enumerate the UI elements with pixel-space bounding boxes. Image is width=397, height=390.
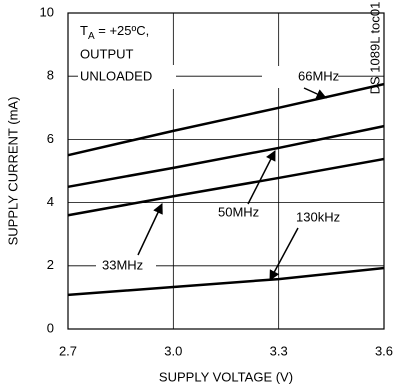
series-label: 33MHz (102, 257, 143, 272)
figure-id: DS 1089L toc01 (367, 2, 382, 95)
condition-label: UNLOADED (80, 68, 152, 83)
plot-frame (67, 12, 385, 330)
label-bg (78, 65, 176, 89)
condition-rest: = +25ºC, (95, 23, 150, 38)
y-tick-label: 10 (40, 4, 54, 19)
label-bg (96, 256, 156, 276)
series-label: 50MHz (218, 204, 259, 219)
x-tick-label: 3.3 (270, 343, 288, 358)
x-tick-label: 3.6 (375, 343, 393, 358)
x-tick-label: 3.0 (164, 343, 182, 358)
series-label: 66MHz (298, 68, 339, 83)
y-tick-label: 0 (47, 320, 54, 335)
arrow (303, 87, 327, 99)
label-bg (262, 66, 338, 88)
condition-label: OUTPUT (80, 46, 134, 61)
y-axis-label: SUPPLY CURRENT (mA) (5, 97, 20, 246)
x-axis-label: SUPPLY VOLTAGE (V) (159, 369, 293, 384)
series-line (67, 266, 385, 297)
label-bg (290, 208, 350, 228)
series-line (67, 82, 385, 157)
arrow (247, 150, 276, 205)
y-tick-label: 6 (47, 131, 54, 146)
arrow (137, 203, 163, 256)
series-line (67, 124, 385, 189)
y-tick-label: 4 (47, 194, 54, 209)
x-tick-label: 2.7 (59, 343, 77, 358)
label-bg (210, 203, 272, 223)
arrow (269, 227, 299, 281)
series-label: 130kHz (296, 209, 340, 224)
series-line (67, 157, 385, 217)
condition-sub: A (88, 31, 95, 42)
y-tick-label: 2 (47, 257, 54, 272)
condition-label: TA = +25ºC, (80, 23, 149, 41)
y-tick-label: 8 (47, 68, 54, 83)
condition-t: T (80, 23, 88, 38)
